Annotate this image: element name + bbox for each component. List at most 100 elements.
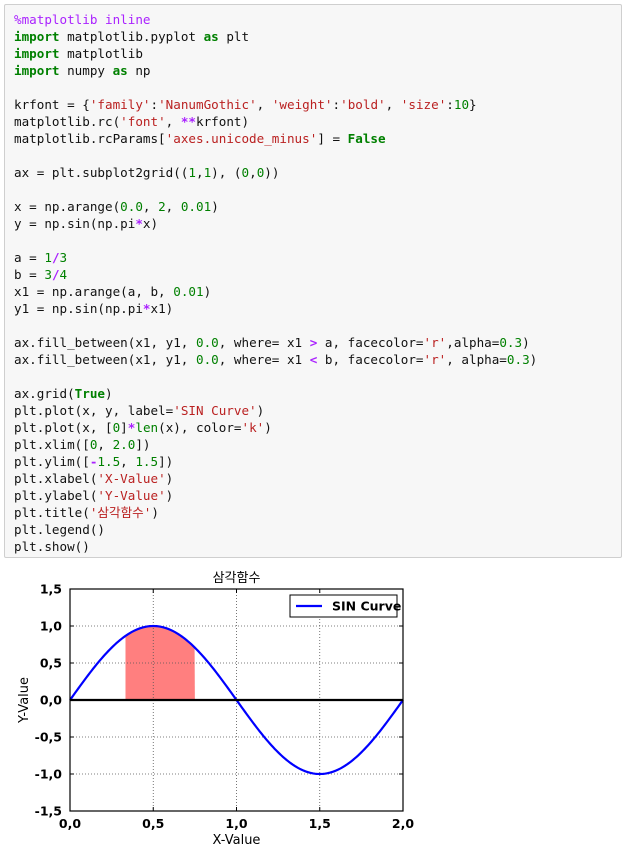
y-tick-label: -1,0: [35, 767, 63, 782]
code-token: as: [203, 29, 219, 44]
code-line: matplotlib.rc('font', **krfont): [14, 113, 537, 130]
code-token: 'family': [89, 97, 151, 112]
x-tick-label: 1,5: [309, 816, 331, 831]
code-token: ): [256, 403, 265, 418]
code-line: y = np.sin(np.pi*x): [14, 215, 537, 232]
code-token: '삼각함수': [89, 505, 152, 520]
code-token: :: [332, 97, 341, 112]
code-token: 3: [59, 250, 68, 265]
code-token: ax.grid(: [14, 386, 75, 401]
code-token: ]): [158, 454, 174, 469]
code-token: 0.0: [195, 335, 219, 350]
code-token: 'r': [423, 335, 447, 350]
code-token: 1: [44, 250, 52, 265]
code-line: [14, 147, 537, 164]
code-token: 0.0: [120, 199, 143, 214]
code-token: ): [165, 488, 174, 503]
code-token: ,alpha=: [446, 335, 500, 350]
code-token: b, facecolor=: [317, 352, 424, 367]
code-token: ]: [120, 420, 128, 435]
code-line: ax.fill_between(x1, y1, 0.0, where= x1 <…: [14, 351, 537, 368]
code-token: 4: [59, 267, 68, 282]
code-line: ax = plt.subplot2grid((1,1), (0,0)): [14, 164, 537, 181]
code-token: :: [446, 97, 454, 112]
code-token: 0.01: [173, 284, 204, 299]
code-token: ): [264, 420, 272, 435]
code-token: , where= x1: [218, 335, 310, 350]
code-line: [14, 232, 537, 249]
code-token: 0.01: [180, 199, 212, 214]
code-line: matplotlib.rcParams['axes.unicode_minus'…: [14, 130, 537, 147]
code-token: plt.xlim([: [14, 437, 90, 452]
code-token: 10: [453, 97, 470, 112]
code-token: 'Y-Value': [97, 488, 166, 503]
code-token: -: [89, 454, 98, 469]
code-token: as: [112, 63, 128, 78]
code-token: 0: [256, 165, 265, 180]
code-cell[interactable]: %matplotlib inline import matplotlib.pypl…: [4, 4, 622, 558]
code-line: import matplotlib.pyplot as plt: [14, 28, 537, 45]
code-token: len: [135, 420, 159, 435]
code-token: 'k': [241, 420, 265, 435]
code-token: ,: [165, 199, 181, 214]
code-token: np: [127, 63, 151, 78]
code-token: ): [151, 505, 159, 520]
code-token: *: [135, 216, 143, 231]
code-token: 2.0: [112, 437, 136, 452]
code-token: ]): [135, 437, 151, 452]
x-axis-label: X-Value: [213, 833, 261, 848]
code-line: [14, 181, 537, 198]
code-token: plt.plot(x, y, label=: [14, 403, 174, 418]
code-token: y = np.sin(np.pi: [14, 216, 136, 231]
code-token: x = np.arange(: [14, 199, 121, 214]
code-token: 0: [112, 420, 121, 435]
code-token: (x), color=: [158, 420, 242, 435]
code-token: ,: [195, 165, 204, 180]
code-token: ] =: [317, 131, 348, 146]
code-line: plt.xlim([0, 2.0]): [14, 436, 537, 453]
x-tick-label: 0,5: [142, 816, 164, 831]
code-token: *: [142, 301, 151, 316]
code-token: matplotlib.rc(: [14, 114, 121, 129]
code-token: matplotlib: [59, 46, 143, 61]
legend: SIN Curve: [289, 594, 401, 618]
y-tick-label: 1,0: [40, 619, 62, 634]
code-line: plt.ylim([-1.5, 1.5]): [14, 453, 537, 470]
code-token: 0: [89, 437, 98, 452]
code-line: y1 = np.sin(np.pi*x1): [14, 300, 537, 317]
code-editor[interactable]: %matplotlib inline import matplotlib.pypl…: [14, 11, 537, 555]
code-line: plt.show(): [14, 538, 537, 555]
code-line: x1 = np.arange(a, b, 0.01): [14, 283, 537, 300]
code-token: a =: [14, 250, 45, 265]
code-token: **: [180, 114, 196, 129]
y-tick-label: 0,5: [40, 656, 62, 671]
code-token: a, facecolor=: [317, 335, 424, 350]
code-token: plt.xlabel(: [14, 471, 98, 486]
legend-label-sin: SIN Curve: [332, 599, 401, 614]
code-token: 'bold': [340, 97, 386, 112]
code-token: , alpha=: [446, 352, 507, 367]
output-area: 0,0 0,5 1,0 1,5 2,0 1,5 1,0 0,5 0,0 -0,5 -1,0 -1,5 …: [0, 566, 628, 857]
code-token: ), (: [211, 165, 242, 180]
code-line: plt.legend(): [14, 521, 537, 538]
code-token: True: [74, 386, 106, 401]
code-token: ,: [97, 437, 113, 452]
code-line: [14, 368, 537, 385]
x-tick-label: 1,0: [225, 816, 247, 831]
code-token: b =: [14, 267, 45, 282]
code-token: 'size': [400, 97, 447, 112]
code-token: 'X-Value': [97, 471, 166, 486]
code-line: krfont = {'family':'NanumGothic', 'weigh…: [14, 96, 537, 113]
code-line: plt.plot(x, [0]*len(x), color='k'): [14, 419, 537, 436]
code-token: ): [529, 352, 538, 367]
code-token: ,: [385, 97, 401, 112]
code-token: ax.fill_between(x1, y1,: [14, 352, 196, 367]
code-line: ax.fill_between(x1, y1, 0.0, where= x1 >…: [14, 334, 537, 351]
code-token: matplotlib.rcParams[: [14, 131, 166, 146]
code-token: /: [51, 267, 60, 282]
code-line: import matplotlib: [14, 45, 537, 62]
code-token: ,: [120, 454, 136, 469]
y-tick-label: 0,0: [40, 693, 62, 708]
code-token: x): [142, 216, 159, 231]
code-token: 0.3: [506, 352, 530, 367]
